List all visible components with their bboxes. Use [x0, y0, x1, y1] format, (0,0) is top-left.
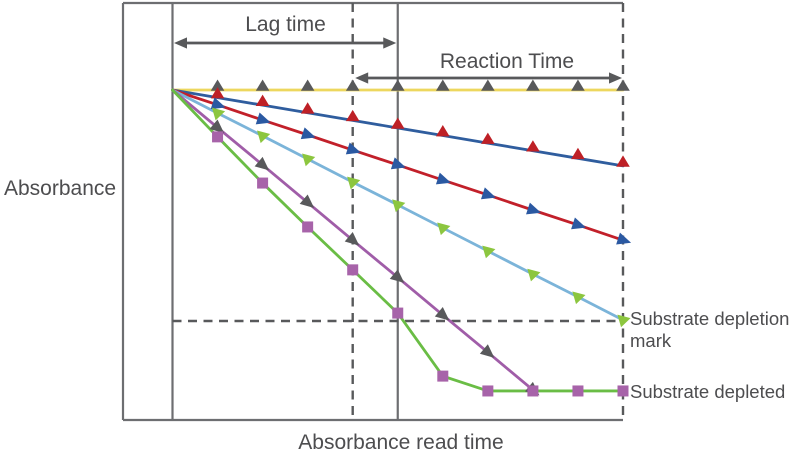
marker-square	[392, 307, 404, 319]
marker-triangle-right	[300, 127, 316, 140]
marker-triangle-up	[345, 79, 360, 91]
marker-square	[527, 385, 539, 397]
marker-triangle-right	[390, 157, 406, 170]
marker-triangle-right	[344, 232, 360, 246]
marker-triangle-up	[300, 102, 315, 114]
marker-triangle-right	[345, 142, 361, 155]
lag-time-label: Lag time	[245, 13, 326, 36]
marker-triangle-right	[479, 344, 495, 358]
marker-square	[617, 385, 629, 397]
marker-triangle-down	[392, 199, 406, 213]
marker-triangle-up	[345, 109, 360, 122]
marker-triangle-up	[436, 79, 450, 91]
lag-time-arrow-right-head	[383, 37, 397, 49]
marker-triangle-right	[571, 217, 587, 230]
marker-triangle-up	[210, 87, 225, 99]
reaction-time-arrow-left-head	[355, 72, 369, 84]
marker-square	[257, 177, 269, 189]
marker-triangle-right	[299, 194, 315, 208]
marker-triangle-right	[209, 119, 225, 134]
marker-triangle-down	[302, 153, 316, 167]
marker-square	[572, 385, 584, 397]
marker-triangle-up	[526, 79, 540, 91]
marker-triangle-up	[210, 79, 225, 91]
marker-triangle-up	[616, 155, 630, 167]
reaction-time-arrow-right-head	[609, 72, 622, 84]
marker-square	[212, 131, 224, 143]
marker-triangle-down	[211, 107, 226, 121]
marker-triangle-up	[571, 147, 585, 160]
marker-triangle-down	[347, 176, 361, 190]
substrate-depleted-label: Substrate depleted	[630, 381, 786, 402]
marker-triangle-up	[255, 94, 270, 106]
marker-triangle-right	[389, 269, 405, 283]
marker-triangle-right	[616, 232, 632, 245]
marker-triangle-up	[526, 140, 540, 152]
marker-triangle-down	[437, 222, 451, 236]
marker-triangle-right	[434, 306, 450, 321]
x-axis-label: Absorbance read time	[298, 431, 504, 454]
marker-triangle-right	[526, 202, 541, 215]
marker-triangle-up	[481, 132, 495, 144]
y-axis-label: Absorbance	[4, 177, 117, 200]
marker-triangle-up	[571, 79, 585, 91]
marker-square	[437, 370, 449, 382]
marker-triangle-up	[481, 79, 495, 91]
marker-triangle-right	[435, 172, 451, 185]
marker-triangle-right	[210, 97, 226, 110]
marker-triangle-up	[436, 125, 450, 137]
lag-time-arrow-left-head	[174, 37, 187, 49]
marker-triangle-down	[257, 130, 271, 144]
marker-triangle-up	[390, 117, 405, 129]
marker-triangle-down	[617, 314, 631, 328]
marker-triangle-up	[390, 79, 405, 91]
marker-square	[482, 385, 494, 397]
substrate-depletion-mark-label: Substrate depletion mark	[630, 308, 790, 351]
marker-triangle-up	[300, 79, 315, 91]
marker-square	[347, 264, 359, 276]
marker-triangle-down	[482, 245, 496, 259]
marker-triangle-right	[255, 112, 271, 125]
marker-triangle-right	[254, 156, 270, 171]
marker-triangle-right	[480, 187, 496, 200]
marker-triangle-up	[255, 79, 270, 91]
reaction-time-label: Reaction Time	[439, 50, 575, 73]
marker-triangle-up	[616, 79, 630, 91]
marker-triangle-down	[572, 291, 586, 305]
marker-square	[302, 221, 314, 233]
marker-triangle-down	[527, 268, 541, 282]
